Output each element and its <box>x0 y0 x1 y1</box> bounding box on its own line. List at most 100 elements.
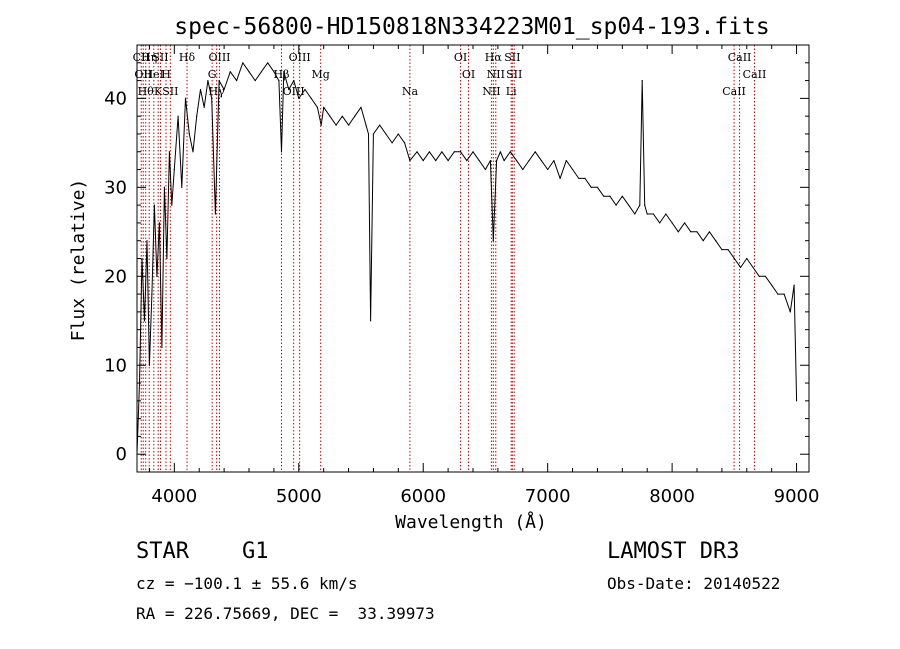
flux-point <box>559 177 561 179</box>
flux-point <box>293 80 295 82</box>
flux-point <box>278 80 280 82</box>
flux-point <box>151 293 153 295</box>
flux-point <box>460 151 462 153</box>
line-marker-label: OI <box>454 51 467 64</box>
flux-point <box>522 168 524 171</box>
flux-point <box>441 151 443 153</box>
axis-ticks: 4000 5000 6000 7000 8000 9000 0 10 20 30 40 <box>104 45 819 507</box>
flux-point <box>316 106 318 108</box>
flux-point <box>143 320 146 322</box>
flux-point <box>379 124 381 126</box>
flux-point <box>528 160 530 162</box>
flux-point <box>489 160 491 162</box>
flux-point <box>634 213 636 215</box>
flux-point <box>236 80 238 82</box>
emission-line-markers <box>140 45 755 472</box>
flux-point <box>184 97 187 99</box>
line-marker-label: H <box>161 68 171 81</box>
flux-point <box>696 231 698 233</box>
x-tick-label: 9000 <box>774 486 820 507</box>
flux-point <box>323 106 325 108</box>
line-marker-label: CaII <box>743 68 767 81</box>
redshift-velocity: cz = −100.1 ± 55.6 km/s <box>136 574 358 593</box>
flux-point <box>628 204 630 206</box>
flux-point <box>214 213 216 215</box>
line-marker-label: OIII <box>289 51 311 64</box>
flux-point <box>397 133 399 135</box>
flux-point <box>783 293 785 295</box>
flux-point <box>203 106 205 108</box>
flux-point <box>615 204 617 206</box>
flux-point <box>584 177 586 179</box>
flux-point <box>177 115 179 117</box>
line-marker-label: OIII <box>283 85 305 98</box>
flux-point <box>298 97 300 99</box>
flux-point <box>360 106 362 108</box>
flux-point <box>499 151 501 153</box>
flux-point <box>547 168 549 171</box>
line-marker-label: Hα <box>485 51 503 64</box>
flux-point <box>534 151 536 153</box>
flux-point <box>199 88 202 91</box>
flux-point <box>553 160 555 162</box>
flux-point <box>254 80 256 82</box>
flux-point <box>652 213 655 215</box>
line-marker-label: Mg <box>312 68 330 81</box>
flux-point <box>304 88 306 91</box>
line-marker-label: OIII <box>208 51 230 64</box>
x-tick-label: 8000 <box>649 486 695 507</box>
flux-point <box>158 222 160 224</box>
flux-point <box>677 231 679 233</box>
flux-point <box>641 80 643 82</box>
flux-point <box>646 213 648 215</box>
flux-point <box>223 88 225 91</box>
line-marker-label: OI <box>462 68 475 81</box>
plot-frame <box>136 44 810 473</box>
line-marker-label: CaII <box>728 51 752 64</box>
line-marker-label: Hθ <box>138 85 155 98</box>
flux-point <box>146 240 148 242</box>
flux-point <box>428 151 430 153</box>
flux-point <box>752 266 754 268</box>
flux-point <box>590 186 592 188</box>
flux-point <box>207 80 209 82</box>
flux-point <box>621 195 623 197</box>
flux-series <box>136 62 798 455</box>
flux-point <box>242 62 244 64</box>
flux-point <box>335 124 337 126</box>
flux-point <box>771 284 773 286</box>
flux-point <box>348 124 350 126</box>
flux-point <box>644 204 646 206</box>
flux-point <box>148 364 150 366</box>
flux-point <box>310 97 312 99</box>
line-marker-label: SII <box>162 85 178 98</box>
y-tick-label: 10 <box>104 355 127 376</box>
line-marker-label: SII <box>506 68 522 81</box>
flux-point <box>671 222 673 224</box>
flux-point <box>161 346 163 349</box>
flux-point <box>218 80 220 82</box>
flux-point <box>777 293 779 295</box>
line-marker-label: Li <box>506 85 517 98</box>
flux-point <box>659 222 661 224</box>
flux-point <box>409 160 411 162</box>
flux-point <box>721 249 723 251</box>
flux-point <box>665 213 667 215</box>
line-marker-label: Hδ <box>179 51 196 64</box>
flux-point <box>188 133 190 135</box>
line-marker-label: NII <box>487 68 505 81</box>
y-tick-label: 0 <box>116 444 127 465</box>
flux-line <box>136 62 798 455</box>
flux-point <box>153 204 155 206</box>
line-marker-label: SII <box>504 51 520 64</box>
emission-line-labels: CIIOIIHθHηHeIKSIIHSIIHδGHγOIIIHβOIIIOIII… <box>133 51 767 98</box>
flux-point <box>329 115 331 117</box>
y-tick-label: 30 <box>104 177 127 198</box>
flux-point <box>391 142 393 144</box>
flux-point <box>690 231 692 233</box>
flux-point <box>354 115 356 117</box>
flux-point <box>404 142 406 144</box>
flux-point <box>572 168 574 171</box>
flux-point <box>466 160 468 162</box>
